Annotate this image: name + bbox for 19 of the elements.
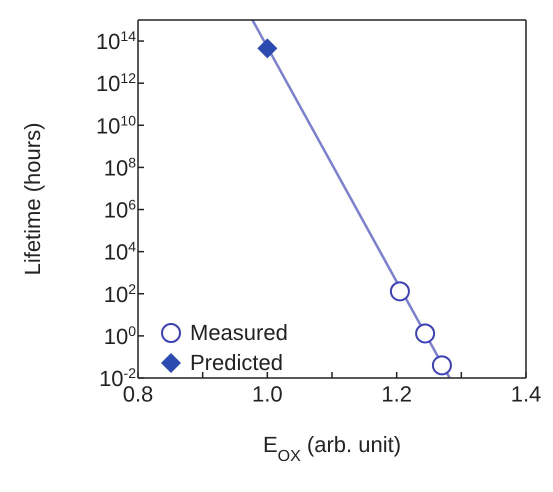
legend-label: Measured: [190, 320, 288, 346]
y-tick-label: 10$^{12}$: [96, 70, 136, 96]
x-tick-label: 1.0: [252, 382, 283, 407]
legend-label: Predicted: [190, 350, 283, 376]
y-axis-title: Lifetime (hours): [20, 122, 45, 276]
point: [432, 355, 452, 376]
x-tick-label: 1.4: [510, 382, 542, 407]
point: [415, 323, 436, 344]
y-tick-label: 10$^{8}$: [104, 154, 136, 180]
y-tick-label: 10$^{6}$: [104, 196, 136, 223]
point: [257, 38, 278, 58]
y-tick-label: 10$^{14}$: [96, 28, 136, 54]
x-axis-title: E$_{OX}$ (arb. unit): [262, 432, 402, 464]
y-tick-label: 10$^{0}$: [104, 322, 136, 349]
point: [390, 281, 410, 302]
y-tick-label: 10$^{10}$: [96, 112, 136, 138]
x-tick-label: 1.2: [381, 382, 412, 407]
y-tick-label: 10$^{2}$: [104, 280, 136, 307]
y-tick-label: 10$^{4}$: [104, 238, 136, 265]
